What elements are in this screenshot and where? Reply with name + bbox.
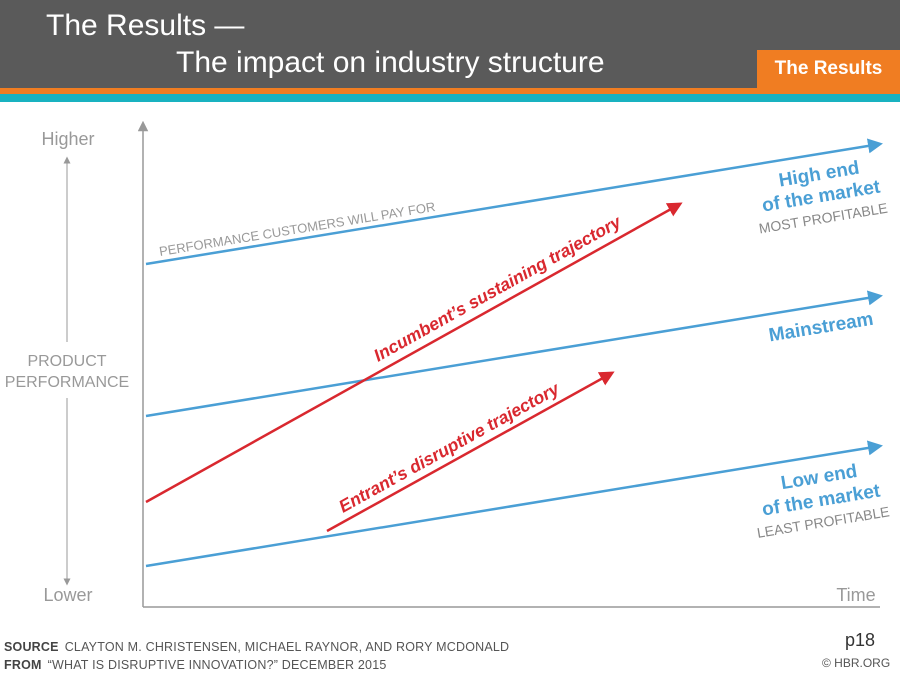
entrant-trajectory-label: Entrant’s disruptive trajectory xyxy=(335,378,563,517)
high-end-market-line xyxy=(145,138,883,266)
from-label: FROM xyxy=(4,658,42,672)
mainstream-label: Mainstream xyxy=(767,309,875,347)
source-label: SOURCE xyxy=(4,640,59,654)
y-axis-title-line1: PRODUCT xyxy=(27,353,106,370)
copyright-notice: © HBR.ORG xyxy=(822,656,891,670)
incumbent-sustaining-trajectory xyxy=(145,202,683,504)
low-end-market-line xyxy=(145,440,883,568)
accent-stripe-teal xyxy=(0,94,900,102)
slide-title-line1: The Results — xyxy=(46,9,245,42)
performance-customers-label: PERFORMANCE CUSTOMERS WILL PAY FOR xyxy=(158,199,436,259)
disruption-diagram: Higher Lower PRODUCT PERFORMANCE Time PE… xyxy=(5,120,891,608)
mainstream-market-line xyxy=(145,290,883,418)
incumbent-trajectory-label: Incumbent’s sustaining trajectory xyxy=(370,211,625,366)
slide-header: The Results — The impact on industry str… xyxy=(0,0,900,88)
source-text: CLAYTON M. CHRISTENSEN, MICHAEL RAYNOR, … xyxy=(64,640,510,654)
page-number: p18 xyxy=(845,630,876,650)
from-credit: FROM “WHAT IS DISRUPTIVE INNOVATION?” DEC… xyxy=(4,658,387,672)
accent-stripe-orange xyxy=(0,88,900,94)
y-axis-title-line2: PERFORMANCE xyxy=(5,374,129,391)
source-credit: SOURCE CLAYTON M. CHRISTENSEN, MICHAEL RA… xyxy=(4,640,509,654)
y-axis-higher-label: Higher xyxy=(41,129,94,149)
from-text: “WHAT IS DISRUPTIVE INNOVATION?” DECEMBE… xyxy=(47,658,387,672)
y-axis-lower-label: Lower xyxy=(43,585,92,605)
entrant-disruptive-trajectory xyxy=(326,371,615,533)
section-badge: The Results xyxy=(757,50,900,88)
slide-title-line2: The impact on industry structure xyxy=(176,46,605,79)
x-axis-time-label: Time xyxy=(836,585,875,605)
